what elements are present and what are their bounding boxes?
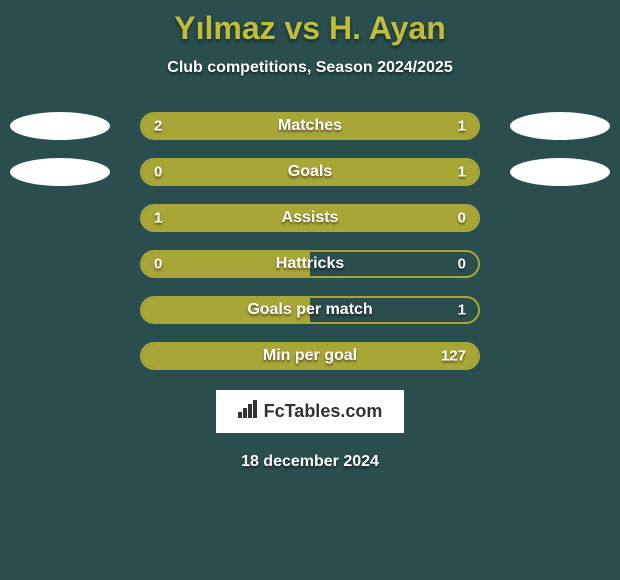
stat-value-left: 2	[154, 118, 162, 135]
stat-row: Goals 0 1	[0, 158, 620, 186]
stat-bar: Goals per match 1	[140, 296, 480, 324]
player-avatar-left	[10, 112, 110, 140]
page-title: Yılmaz vs H. Ayan	[174, 10, 446, 47]
stat-bar: Assists 1 0	[140, 204, 480, 232]
stat-row: Matches 2 1	[0, 112, 620, 140]
stat-bar: Matches 2 1	[140, 112, 480, 140]
chart-icon	[238, 400, 258, 423]
stat-bar: Min per goal 127	[140, 342, 480, 370]
date: 18 december 2024	[241, 453, 379, 471]
stat-value-left: 0	[154, 256, 162, 273]
stat-value-right: 1	[458, 164, 466, 181]
stat-label: Min per goal	[263, 347, 357, 365]
stat-value-right: 127	[441, 348, 466, 365]
stat-label: Assists	[282, 209, 339, 227]
stat-row: Assists 1 0	[0, 204, 620, 232]
stat-value-right: 0	[458, 256, 466, 273]
bar-fill-right	[411, 206, 478, 230]
stat-label: Goals per match	[247, 301, 372, 319]
stat-row: Min per goal 127	[0, 342, 620, 370]
stats-container: Matches21Goals01Assists10Hattricks00Goal…	[0, 112, 620, 370]
bar-fill-left	[142, 160, 209, 184]
player-avatar-left	[10, 158, 110, 186]
bar-fill-left	[142, 206, 411, 230]
stat-label: Hattricks	[276, 255, 344, 273]
stat-label: Goals	[288, 163, 332, 181]
stat-value-left: 1	[154, 210, 162, 227]
player-avatar-right	[510, 112, 610, 140]
stat-bar: Goals 0 1	[140, 158, 480, 186]
stat-row: Hattricks 0 0	[0, 250, 620, 278]
bar-fill-right	[209, 160, 478, 184]
subtitle: Club competitions, Season 2024/2025	[167, 59, 452, 77]
brand-box[interactable]: FcTables.com	[216, 390, 405, 433]
stat-label: Matches	[278, 117, 342, 135]
stat-row: Goals per match 1	[0, 296, 620, 324]
stat-value-right: 0	[458, 210, 466, 227]
brand-name: FcTables.com	[264, 401, 383, 422]
stat-value-right: 1	[458, 118, 466, 135]
stat-value-left: 0	[154, 164, 162, 181]
player-avatar-right	[510, 158, 610, 186]
stat-value-right: 1	[458, 302, 466, 319]
stat-bar: Hattricks 0 0	[140, 250, 480, 278]
